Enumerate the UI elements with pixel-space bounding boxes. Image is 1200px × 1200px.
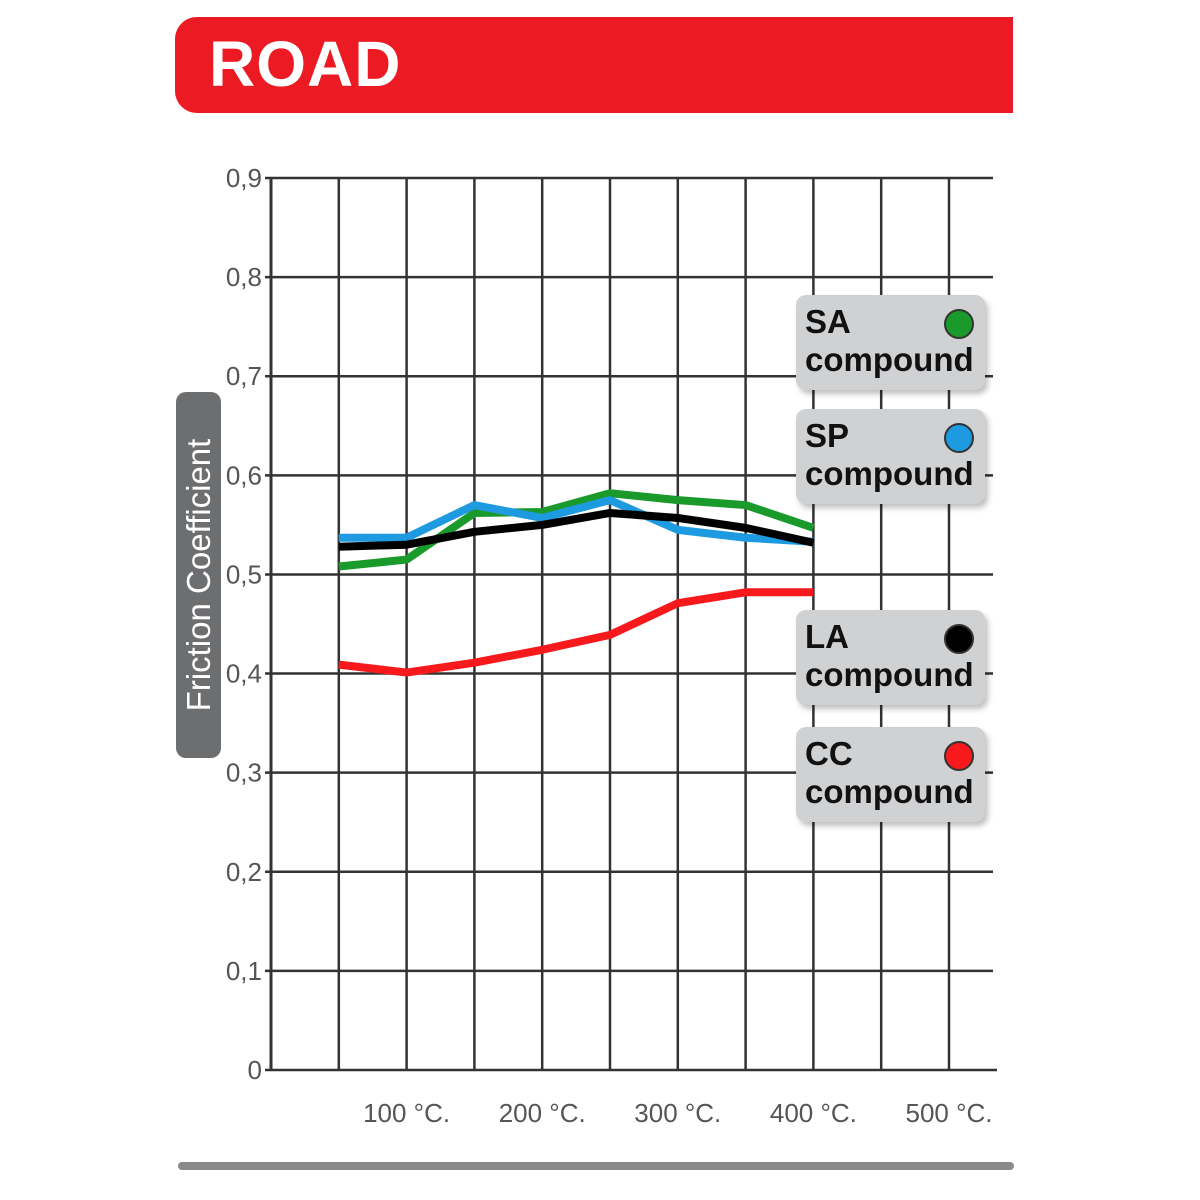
- legend-word: compound: [805, 773, 974, 810]
- y-axis-label-pill: Friction Coefficient: [176, 392, 221, 758]
- series-line-sp: [338, 496, 814, 546]
- y-tick-label: 0: [248, 1055, 262, 1085]
- x-tick-label: 200 °C.: [499, 1098, 586, 1128]
- series-line-sa: [338, 489, 815, 571]
- title-banner: ROAD: [175, 17, 1013, 113]
- legend-item-sa: SA compound: [796, 295, 985, 390]
- legend-code: LA: [805, 618, 849, 655]
- y-tick-label: 0,5: [226, 559, 262, 589]
- series-line-la: [338, 508, 815, 551]
- y-tick-label: 0,1: [226, 956, 262, 986]
- y-tick-label: 0,4: [226, 659, 262, 689]
- blue-dot-icon: [944, 423, 974, 453]
- legend-word: compound: [805, 656, 974, 693]
- legend-code: CC: [805, 735, 853, 772]
- legend-word: compound: [805, 341, 974, 378]
- chart-title: ROAD: [209, 28, 402, 100]
- y-tick-label: 0,2: [226, 857, 262, 887]
- series-line-cc: [338, 588, 814, 677]
- black-dot-icon: [944, 624, 974, 654]
- legend-item-cc: CC compound: [796, 727, 985, 822]
- x-tick-label: 100 °C.: [363, 1098, 450, 1128]
- legend-word: compound: [805, 455, 974, 492]
- x-tick-label: 300 °C.: [634, 1098, 721, 1128]
- green-dot-icon: [944, 309, 974, 339]
- y-tick-label: 0,9: [226, 163, 262, 193]
- bottom-divider: [178, 1162, 1014, 1170]
- tick-labels: 0 0,1 0,2 0,3 0,4 0,5 0,6 0,7 0,8 0,9 100 °C. 200 °…: [226, 163, 993, 1128]
- y-tick-label: 0,8: [226, 262, 262, 292]
- y-tick-label: 0,7: [226, 361, 262, 391]
- legend-code: SP: [805, 417, 850, 454]
- y-tick-label: 0,6: [226, 460, 262, 490]
- x-tick-label: 400 °C.: [770, 1098, 857, 1128]
- red-dot-icon: [944, 741, 974, 771]
- legend-item-la: LA compound: [796, 610, 985, 705]
- legend-item-sp: SP compound: [796, 409, 985, 504]
- y-tick-label: 0,3: [226, 758, 262, 788]
- legend-code: SA: [805, 303, 851, 340]
- x-tick-label: 500 °C.: [905, 1098, 992, 1128]
- y-axis-label: Friction Coefficient: [179, 438, 217, 712]
- series-lines: [338, 489, 815, 677]
